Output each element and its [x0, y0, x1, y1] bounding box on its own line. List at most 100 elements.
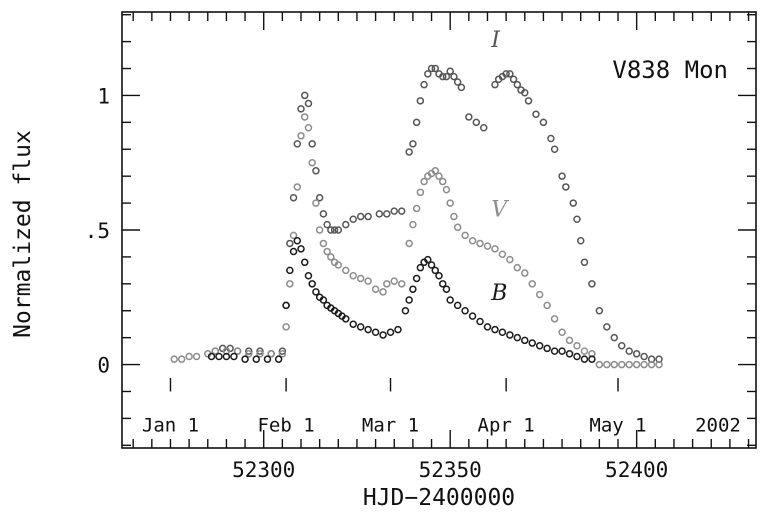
data-point — [207, 352, 216, 361]
data-point — [364, 212, 372, 221]
data-point — [222, 352, 231, 361]
data-point — [379, 288, 387, 296]
data-point — [319, 210, 328, 218]
data-point — [480, 123, 488, 132]
data-point — [364, 277, 372, 285]
data-point — [502, 70, 510, 78]
data-point — [286, 266, 294, 275]
data-point — [431, 266, 440, 275]
data-point — [383, 210, 391, 218]
data-point — [468, 237, 477, 245]
data-point — [405, 239, 413, 248]
data-point — [468, 312, 477, 320]
data-point — [524, 97, 533, 105]
data-point — [383, 280, 391, 288]
data-point — [476, 317, 484, 326]
data-point — [334, 261, 343, 269]
data-point — [535, 341, 544, 350]
data-point — [300, 113, 309, 121]
data-point — [453, 78, 462, 86]
data-point — [308, 140, 316, 148]
data-point — [625, 360, 633, 369]
y-tick-label: 1 — [97, 84, 110, 108]
series-label: V — [491, 198, 509, 223]
series-label: I — [490, 28, 501, 53]
data-point — [610, 360, 619, 369]
data-point — [397, 280, 406, 288]
data-point — [640, 360, 648, 369]
data-point — [528, 339, 536, 347]
data-point — [562, 183, 570, 191]
data-point — [543, 301, 551, 310]
data-point — [535, 290, 544, 299]
data-point — [625, 347, 633, 355]
data-point — [241, 355, 249, 363]
data-point — [506, 255, 514, 264]
data-point — [319, 296, 328, 304]
data-point — [595, 360, 604, 369]
data-point — [431, 64, 440, 73]
data-point — [412, 274, 421, 283]
data-point — [405, 148, 413, 156]
data-point — [647, 360, 656, 369]
data-point — [278, 350, 287, 358]
data-point — [293, 140, 302, 148]
date-tick-label: Apr 1 — [478, 415, 535, 437]
data-point — [655, 360, 663, 369]
data-point — [457, 83, 466, 92]
data-point — [192, 352, 201, 361]
data-point — [595, 306, 604, 315]
data-point — [461, 306, 469, 315]
data-point — [300, 258, 309, 267]
data-point — [506, 70, 514, 78]
data-point — [308, 158, 316, 167]
data-point — [483, 242, 492, 250]
date-tick-label: Mar 1 — [362, 415, 419, 437]
data-point — [330, 226, 339, 234]
y-tick-label: .5 — [85, 219, 110, 243]
data-point — [461, 231, 469, 240]
data-point — [438, 72, 447, 81]
data-point — [565, 350, 574, 358]
data-point — [438, 280, 447, 288]
data-point — [263, 355, 272, 363]
data-point — [230, 352, 238, 361]
data-point — [576, 237, 585, 245]
data-point — [412, 204, 421, 213]
year-label: 2002 — [695, 415, 741, 437]
data-point — [297, 245, 305, 253]
data-point — [379, 331, 387, 339]
data-point — [342, 220, 350, 229]
data-point — [245, 347, 253, 355]
data-point — [491, 80, 499, 89]
data-point — [580, 355, 589, 363]
tick-labels: 52300 52350 52400 0 .5 1 Jan 1 Feb 1 Mar 1 Apr 1 M… — [85, 28, 669, 482]
data-point — [550, 347, 559, 355]
series-I — [211, 64, 663, 363]
y-tick-label: 0 — [97, 354, 110, 378]
data-point — [617, 360, 626, 369]
data-point — [472, 118, 481, 127]
data-point — [640, 352, 648, 361]
data-point — [397, 207, 406, 215]
data-point — [293, 237, 302, 245]
data-point — [446, 67, 454, 75]
data-point — [312, 288, 320, 296]
data-point — [498, 250, 507, 258]
y-axis-title: Normalized flux — [10, 130, 36, 338]
x-tick-label: 52300 — [232, 458, 295, 482]
data-point — [412, 118, 421, 127]
data-point — [300, 91, 309, 100]
data-point — [558, 172, 566, 180]
axis-ticks — [122, 12, 756, 448]
data-point — [491, 325, 499, 334]
data-point — [185, 352, 193, 361]
data-point — [327, 226, 335, 234]
data-point — [211, 347, 219, 355]
data-point — [550, 315, 559, 323]
data-point — [442, 285, 451, 293]
data-point — [394, 325, 402, 334]
data-point — [297, 105, 305, 113]
data-point — [558, 328, 566, 337]
